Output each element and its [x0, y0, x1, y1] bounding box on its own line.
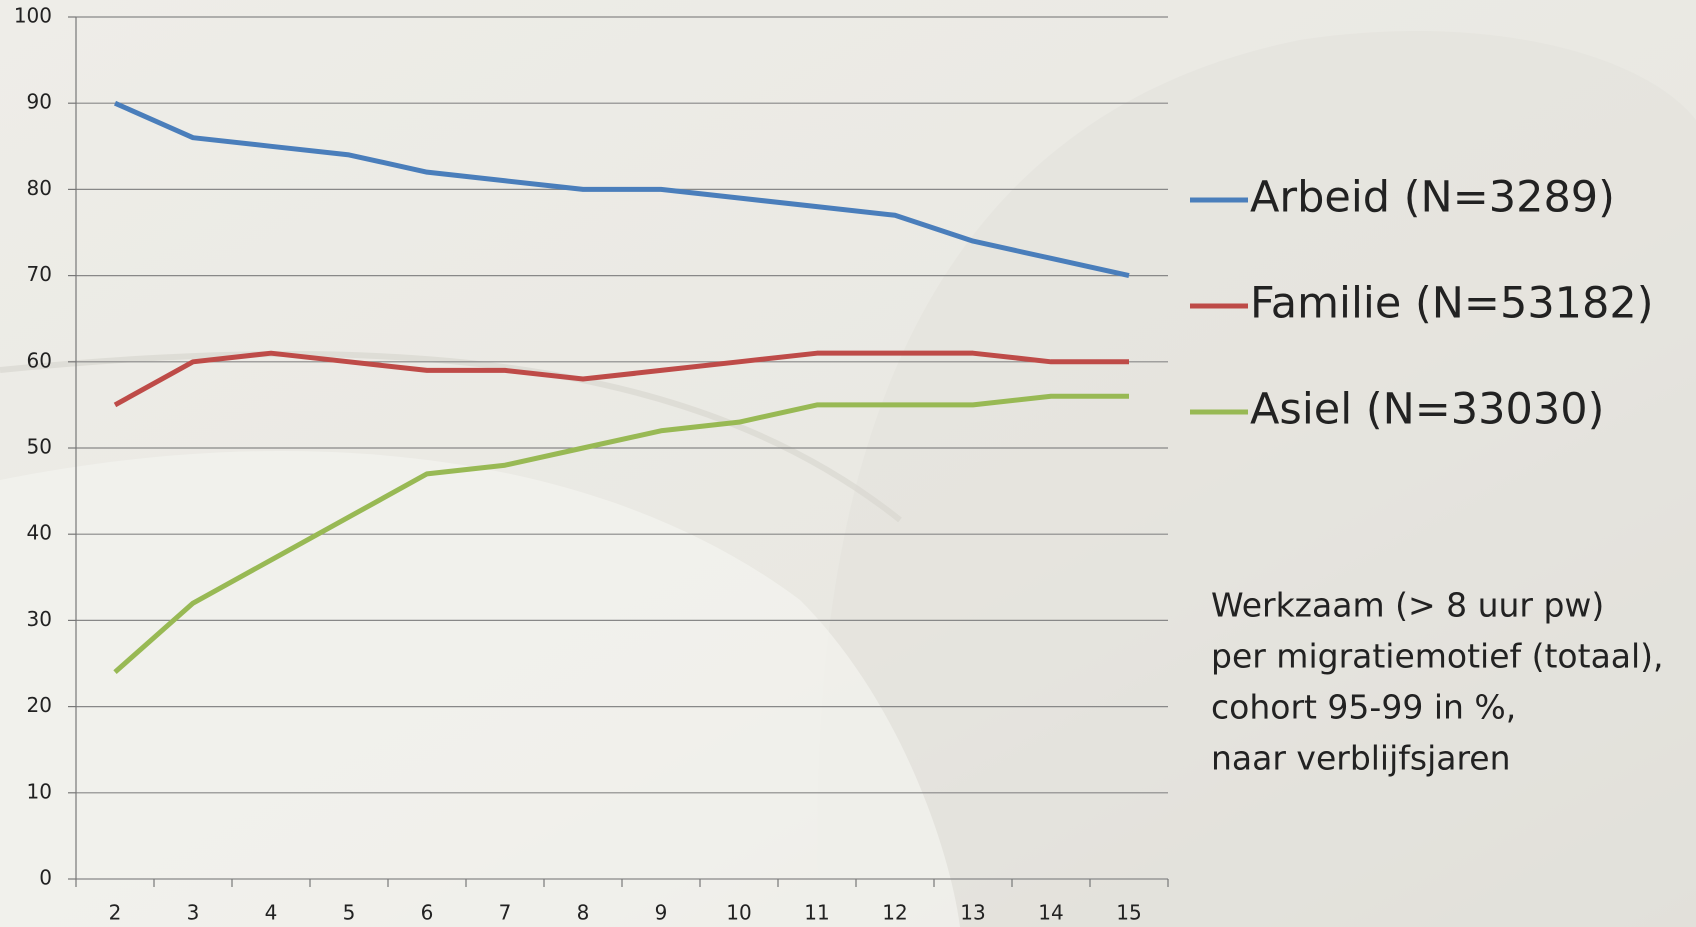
x-tick-label: 11	[804, 901, 829, 925]
series-line	[113, 350, 1129, 408]
x-tick-label: 14	[1038, 901, 1063, 925]
decoration	[0, 351, 902, 523]
x-tick-label: 9	[655, 901, 668, 925]
legend-label: Familie (N=53182)	[1250, 279, 1654, 329]
x-tick-label: 10	[726, 901, 751, 925]
y-tick-label: 20	[27, 693, 52, 717]
y-tick-label: 60	[27, 348, 52, 372]
series-line	[113, 100, 1130, 279]
y-tick-label: 80	[27, 176, 52, 200]
annotation-line: Werkzaam (> 8 uur pw)	[1211, 586, 1604, 625]
x-tick-label: 15	[1116, 901, 1141, 925]
y-tick-label: 50	[27, 435, 52, 459]
y-tick-label: 10	[27, 779, 52, 803]
annotation-line: per migratiemotief (totaal),	[1211, 637, 1664, 676]
decoration	[0, 451, 960, 927]
legend-label: Arbeid (N=3289)	[1250, 173, 1615, 223]
y-tick-label: 30	[27, 607, 52, 631]
y-tick-label: 90	[27, 90, 52, 114]
x-tick-label: 5	[343, 901, 356, 925]
series-line	[113, 393, 1129, 674]
y-tick-label: 100	[14, 4, 52, 28]
x-tick-label: 3	[187, 901, 200, 925]
annotation: Werkzaam (> 8 uur pw) per migratiemotief …	[1211, 586, 1664, 778]
annotation-line: cohort 95-99 in %,	[1211, 688, 1516, 727]
annotation-line: naar verblijfsjaren	[1211, 739, 1511, 778]
x-tick-label: 2	[109, 901, 122, 925]
x-tick-label: 8	[577, 901, 590, 925]
y-tick-label: 40	[27, 521, 52, 545]
x-tick-label: 4	[265, 901, 278, 925]
legend-label: Asiel (N=33030)	[1250, 385, 1604, 435]
x-tick-label: 6	[421, 901, 434, 925]
x-tick-label: 12	[882, 901, 907, 925]
y-tick-label: 0	[39, 866, 52, 890]
x-tick-label: 13	[960, 901, 985, 925]
x-tick-label: 7	[499, 901, 512, 925]
y-tick-label: 70	[27, 262, 52, 286]
